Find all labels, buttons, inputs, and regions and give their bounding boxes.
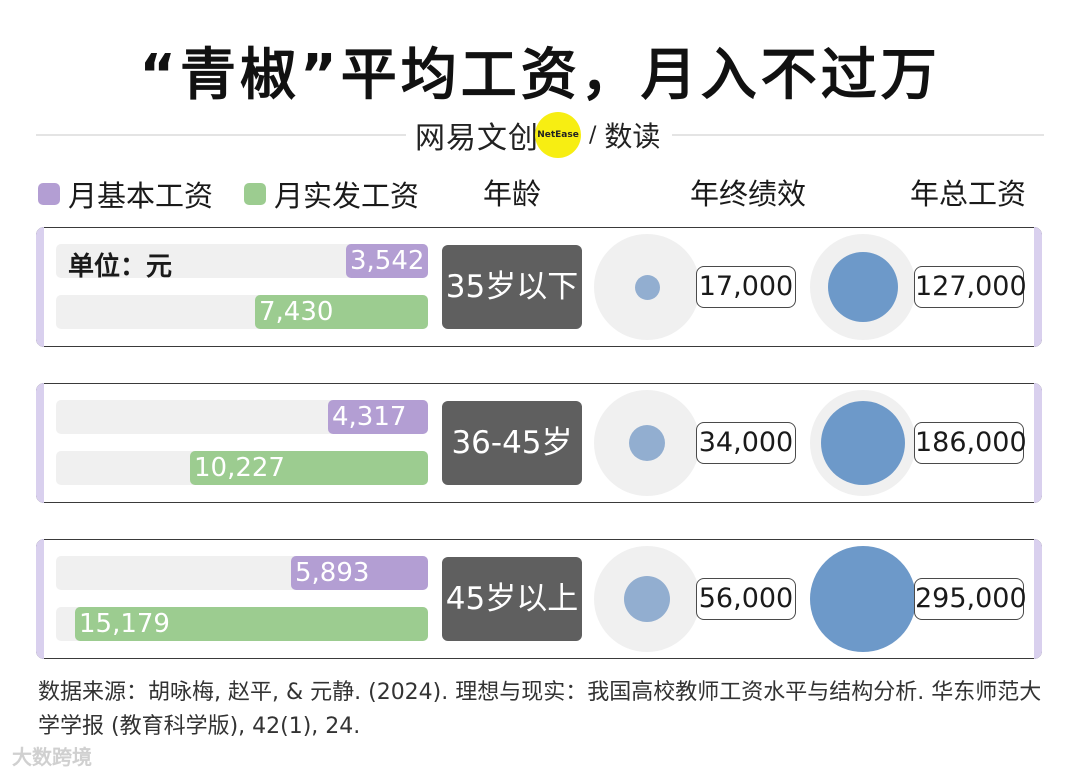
legend-basic-label: 月基本工资: [68, 179, 214, 213]
total-circle: [810, 546, 916, 652]
source-note: 数据来源：胡咏梅, 赵平, & 元静. (2024). 理想与现实：我国高校教师…: [38, 680, 1042, 739]
brand-divider-left: [36, 134, 406, 136]
total-value: 127,000: [914, 266, 1027, 308]
total-circle: [821, 401, 905, 485]
bar-actual-salary: 15,179: [75, 607, 428, 641]
bonus-value: 17,000: [696, 266, 796, 308]
page-title: “青椒”平均工资，月入不过万: [139, 43, 941, 108]
legend-basic-swatch: [38, 183, 60, 205]
column-header-age: 年龄: [482, 177, 541, 211]
row-accent-right: [1034, 383, 1042, 503]
age-group-label: 35岁以下: [442, 245, 582, 329]
brand-logo: 网易文创 NetEase / 数读: [415, 112, 660, 158]
row-accent-left: [36, 227, 44, 347]
bonus-value: 34,000: [696, 422, 796, 464]
column-header-total: 年总工资: [909, 177, 1026, 211]
brand-slash: /: [589, 122, 597, 148]
bar-actual-salary: 10,227: [190, 451, 428, 485]
brand-divider-right: [672, 134, 1044, 136]
total-circle: [828, 252, 898, 322]
brand-name: 网易文创: [415, 121, 539, 156]
age-group-label: 36-45岁: [442, 401, 582, 485]
brand-sub: 数读: [604, 120, 661, 153]
row-accent-right: [1034, 227, 1042, 347]
bar-actual-salary: 7,430: [255, 295, 428, 329]
watermark: 大数跨境: [12, 745, 92, 769]
bonus-circle: [629, 425, 665, 461]
total-value: 186,000: [914, 422, 1027, 464]
bonus-circle: [634, 274, 660, 300]
bonus-circle: [624, 576, 670, 622]
bar-basic-salary: 3,542: [346, 244, 428, 278]
bar-basic-salary: 4,317: [328, 400, 428, 434]
legend-actual-label: 月实发工资: [274, 179, 420, 213]
age-group-label: 45岁以上: [442, 557, 582, 641]
row-accent-right: [1034, 539, 1042, 659]
column-header-bonus: 年终绩效: [689, 177, 806, 211]
unit-label: 单位：元: [68, 252, 173, 282]
bar-basic-salary: 5,893: [291, 556, 428, 590]
row-accent-left: [36, 383, 44, 503]
legend-basic: 月基本工资: [38, 172, 213, 216]
legend-actual-swatch: [244, 183, 266, 205]
brand-badge: NetEase: [535, 112, 581, 158]
total-value: 295,000: [914, 578, 1027, 620]
legend-actual: 月实发工资: [244, 172, 419, 216]
bonus-value: 56,000: [696, 578, 796, 620]
row-accent-left: [36, 539, 44, 659]
